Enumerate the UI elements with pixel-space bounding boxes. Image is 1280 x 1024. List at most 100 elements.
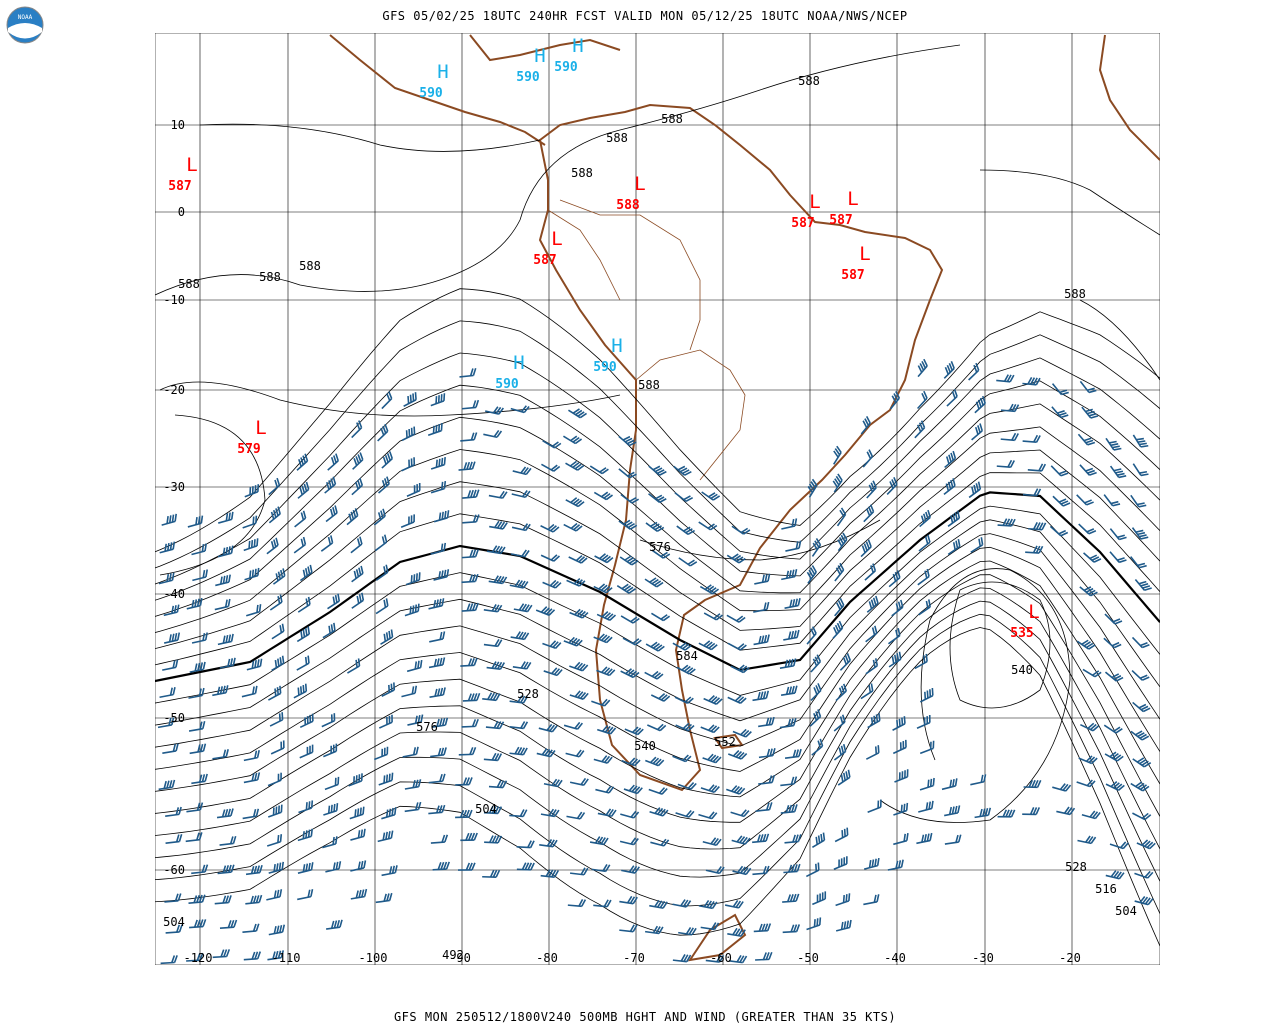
barb-feather bbox=[684, 755, 692, 763]
barb-feather bbox=[581, 664, 589, 672]
wind-barb bbox=[241, 685, 258, 698]
barb-feather bbox=[281, 623, 285, 632]
height-contour bbox=[155, 472, 1160, 666]
wind-barb bbox=[348, 773, 363, 787]
barb-feather bbox=[623, 519, 631, 525]
height-contour bbox=[879, 568, 1071, 823]
barb-feather bbox=[518, 631, 524, 639]
height-contour bbox=[155, 546, 1160, 772]
barb-feather bbox=[166, 573, 170, 582]
barb-feather bbox=[380, 427, 385, 436]
barb-feather bbox=[357, 861, 361, 870]
barb-feather bbox=[277, 506, 281, 515]
barb-feather bbox=[838, 687, 843, 696]
barb-feather bbox=[196, 952, 201, 961]
wind-barb bbox=[673, 465, 692, 476]
barb-feather bbox=[790, 924, 795, 933]
wind-barb bbox=[1132, 701, 1151, 713]
barb-feather bbox=[522, 721, 529, 729]
barb-feather bbox=[467, 490, 472, 498]
barb-feather bbox=[710, 644, 718, 651]
barb-feather bbox=[954, 778, 958, 787]
barb-feather bbox=[335, 803, 339, 811]
barb-feather bbox=[1141, 760, 1149, 766]
barb-feather bbox=[1063, 806, 1070, 814]
barb-feather bbox=[1084, 499, 1092, 504]
barb-feather bbox=[383, 893, 387, 902]
barb-feather bbox=[650, 641, 658, 648]
wind-barb bbox=[947, 538, 961, 556]
barb-feather bbox=[600, 837, 606, 845]
wind-barb bbox=[455, 777, 473, 786]
barb-feather bbox=[820, 833, 823, 842]
barb-feather bbox=[553, 668, 561, 675]
wind-barb bbox=[188, 894, 206, 904]
wind-barb bbox=[1134, 578, 1152, 591]
barb-feather bbox=[736, 615, 744, 622]
barb-feather bbox=[574, 661, 581, 669]
barb-feather bbox=[604, 755, 611, 763]
barb-feather bbox=[391, 865, 396, 874]
barb-feather bbox=[175, 659, 179, 668]
barb-feather bbox=[713, 922, 720, 930]
barb-feather bbox=[273, 864, 276, 872]
barb-feather bbox=[791, 864, 795, 873]
barb-feather bbox=[841, 714, 846, 723]
barb-feather bbox=[568, 636, 575, 644]
barb-feather bbox=[194, 663, 198, 672]
barb-feather bbox=[579, 663, 586, 671]
barb-feather bbox=[932, 777, 935, 786]
title: GFS 05/02/25 18UTC 240HR FCST VALID MON … bbox=[382, 9, 907, 23]
wind-barb bbox=[1131, 670, 1150, 681]
barb-feather bbox=[307, 626, 311, 635]
barb-feather bbox=[580, 867, 586, 875]
wind-barb bbox=[351, 565, 364, 583]
wind-barb bbox=[916, 832, 933, 845]
barb-feather bbox=[394, 807, 397, 815]
barb-feather bbox=[578, 898, 584, 907]
barb-feather bbox=[1144, 587, 1152, 591]
barb-feather bbox=[222, 575, 226, 584]
barb-feather bbox=[598, 633, 605, 640]
barb-feather bbox=[840, 534, 846, 543]
barb-feather bbox=[1140, 642, 1148, 647]
barb-feather bbox=[629, 473, 637, 479]
barb-feather bbox=[438, 458, 441, 467]
barb-feather bbox=[634, 759, 641, 767]
wind-barb bbox=[702, 753, 722, 764]
barb-feather bbox=[662, 615, 671, 622]
wind-barb bbox=[919, 687, 934, 703]
barb-feather bbox=[1115, 470, 1124, 474]
barb-feather bbox=[517, 747, 523, 755]
barb-feather bbox=[718, 866, 725, 874]
barb-feather bbox=[303, 483, 308, 492]
barb-feather bbox=[1086, 779, 1093, 787]
barb-feather bbox=[947, 481, 952, 490]
barb-feather bbox=[355, 456, 360, 464]
barb-feather bbox=[1139, 470, 1148, 474]
barb-feather bbox=[473, 432, 478, 440]
wind-barb bbox=[1022, 434, 1041, 444]
barb-feather bbox=[842, 532, 848, 540]
wind-barb bbox=[430, 834, 449, 844]
barb-feather bbox=[1140, 444, 1149, 448]
barb-feather bbox=[468, 862, 473, 871]
latitude-label: -30 bbox=[163, 480, 185, 494]
barb-feather bbox=[252, 809, 257, 817]
barb-feather bbox=[549, 839, 555, 847]
wind-barb bbox=[458, 862, 476, 871]
barb-feather bbox=[604, 612, 611, 619]
barb-feather bbox=[658, 693, 666, 700]
barb-feather bbox=[738, 616, 746, 623]
barb-feather bbox=[501, 576, 508, 584]
wind-barb bbox=[431, 717, 449, 728]
barb-feather bbox=[921, 834, 925, 843]
barb-feather bbox=[502, 491, 508, 499]
wind-barb bbox=[461, 602, 479, 612]
wind-barb bbox=[266, 889, 283, 901]
barb-feather bbox=[383, 534, 388, 543]
barb-feather bbox=[230, 511, 234, 520]
barb-feather bbox=[954, 805, 958, 814]
barb-feather bbox=[765, 952, 770, 960]
barb-feather bbox=[225, 895, 230, 904]
